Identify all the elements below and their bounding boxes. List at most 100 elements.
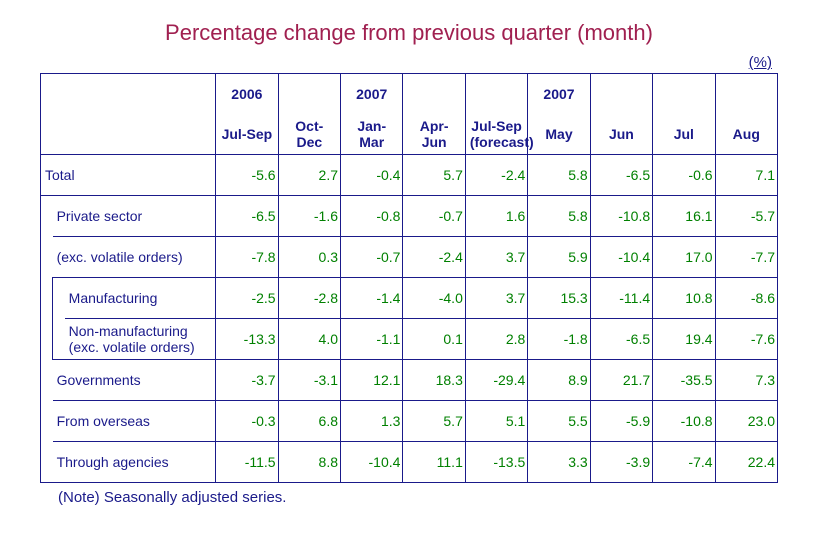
table-row: From overseas-0.36.81.35.75.15.5-5.9-10.…: [41, 401, 778, 442]
table-row: Total-5.62.7-0.45.7-2.45.8-6.5-0.67.1: [41, 155, 778, 196]
header-year: [465, 74, 527, 115]
indent-stub: [41, 196, 53, 483]
cell-value: 2.8: [465, 319, 527, 360]
cell-value: -7.8: [216, 237, 278, 278]
cell-value: 5.5: [528, 401, 590, 442]
cell-value: -5.9: [590, 401, 652, 442]
table-header: 200620072007Jul-SepOct-DecJan-MarApr-Jun…: [41, 74, 778, 155]
cell-value: -10.8: [653, 401, 715, 442]
cell-value: -8.6: [715, 278, 777, 319]
table-row: Non-manufacturing(exc. volatile orders)-…: [41, 319, 778, 360]
row-label: Non-manufacturing(exc. volatile orders): [65, 319, 216, 360]
cell-value: -2.5: [216, 278, 278, 319]
cell-value: -0.4: [341, 155, 403, 196]
cell-value: 23.0: [715, 401, 777, 442]
footnote: (Note) Seasonally adjusted series.: [40, 489, 778, 506]
header-blank: [41, 74, 216, 115]
cell-value: -6.5: [590, 155, 652, 196]
cell-value: -35.5: [653, 360, 715, 401]
cell-value: 7.1: [715, 155, 777, 196]
indent-stub: [53, 278, 65, 360]
header-year: [715, 74, 777, 115]
header-year: [403, 74, 465, 115]
header-year: [278, 74, 340, 115]
cell-value: -1.8: [528, 319, 590, 360]
cell-value: -2.4: [465, 155, 527, 196]
row-label: Through agencies: [53, 442, 216, 483]
cell-value: -4.0: [403, 278, 465, 319]
header-period: Jan-Mar: [341, 114, 403, 155]
cell-value: 5.9: [528, 237, 590, 278]
cell-value: 0.3: [278, 237, 340, 278]
cell-value: -29.4: [465, 360, 527, 401]
cell-value: 1.3: [341, 401, 403, 442]
table-row: Manufacturing-2.5-2.8-1.4-4.03.715.3-11.…: [41, 278, 778, 319]
row-label: Total: [41, 155, 216, 196]
data-table: 200620072007Jul-SepOct-DecJan-MarApr-Jun…: [40, 73, 778, 483]
header-period: Apr-Jun: [403, 114, 465, 155]
cell-value: 5.7: [403, 155, 465, 196]
row-label: Governments: [53, 360, 216, 401]
cell-value: -11.4: [590, 278, 652, 319]
header-period: Oct-Dec: [278, 114, 340, 155]
cell-value: 3.3: [528, 442, 590, 483]
header-year: [590, 74, 652, 115]
cell-value: -1.4: [341, 278, 403, 319]
cell-value: -5.6: [216, 155, 278, 196]
cell-value: -0.3: [216, 401, 278, 442]
cell-value: 10.8: [653, 278, 715, 319]
cell-value: -13.5: [465, 442, 527, 483]
cell-value: 5.7: [403, 401, 465, 442]
row-label: (exc. volatile orders): [53, 237, 216, 278]
cell-value: -0.8: [341, 196, 403, 237]
cell-value: 7.3: [715, 360, 777, 401]
header-period: Jul-Sep: [216, 114, 278, 155]
row-label: Manufacturing: [65, 278, 216, 319]
table-row: Through agencies-11.58.8-10.411.1-13.53.…: [41, 442, 778, 483]
cell-value: -7.7: [715, 237, 777, 278]
cell-value: -0.7: [341, 237, 403, 278]
cell-value: 22.4: [715, 442, 777, 483]
cell-value: -0.7: [403, 196, 465, 237]
header-period: Jun: [590, 114, 652, 155]
header-period: Jul: [653, 114, 715, 155]
cell-value: -3.1: [278, 360, 340, 401]
cell-value: -5.7: [715, 196, 777, 237]
cell-value: -2.4: [403, 237, 465, 278]
cell-value: 21.7: [590, 360, 652, 401]
cell-value: 2.7: [278, 155, 340, 196]
cell-value: 16.1: [653, 196, 715, 237]
unit-label: (%): [40, 54, 778, 71]
cell-value: 8.8: [278, 442, 340, 483]
header-blank: [41, 114, 216, 155]
cell-value: 11.1: [403, 442, 465, 483]
cell-value: 5.1: [465, 401, 527, 442]
cell-value: -1.6: [278, 196, 340, 237]
cell-value: 1.6: [465, 196, 527, 237]
cell-value: 8.9: [528, 360, 590, 401]
cell-value: -0.6: [653, 155, 715, 196]
header-year: [653, 74, 715, 115]
cell-value: -3.9: [590, 442, 652, 483]
header-year: 2006: [216, 74, 278, 115]
header-year: 2007: [528, 74, 590, 115]
table-row: (exc. volatile orders)-7.80.3-0.7-2.43.7…: [41, 237, 778, 278]
cell-value: 0.1: [403, 319, 465, 360]
cell-value: -13.3: [216, 319, 278, 360]
cell-value: -6.5: [216, 196, 278, 237]
cell-value: 6.8: [278, 401, 340, 442]
cell-value: -10.4: [341, 442, 403, 483]
cell-value: -3.7: [216, 360, 278, 401]
row-label: From overseas: [53, 401, 216, 442]
cell-value: 5.8: [528, 155, 590, 196]
header-period: Jul-Sep(forecast): [465, 114, 527, 155]
cell-value: -10.8: [590, 196, 652, 237]
cell-value: 15.3: [528, 278, 590, 319]
header-period: Aug: [715, 114, 777, 155]
cell-value: 12.1: [341, 360, 403, 401]
cell-value: 17.0: [653, 237, 715, 278]
cell-value: 3.7: [465, 237, 527, 278]
cell-value: -2.8: [278, 278, 340, 319]
cell-value: -10.4: [590, 237, 652, 278]
cell-value: 19.4: [653, 319, 715, 360]
